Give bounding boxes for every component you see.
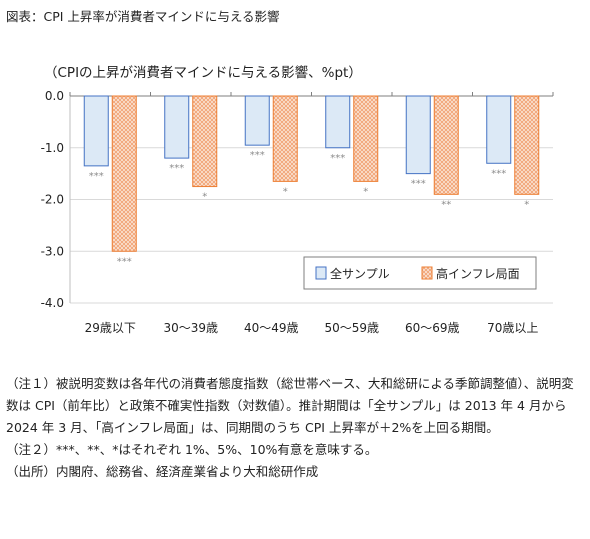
chart: （CPIの上昇が消費者マインドに与える影響、%pt） 0.0 -1.0 -2.0 -3…	[41, 64, 554, 335]
bar-high-inflation	[272, 95, 298, 182]
y-tick-label: -1.0	[41, 141, 64, 155]
significance-label: ***	[117, 256, 132, 267]
bar-all-sample	[486, 95, 512, 164]
significance-label: ***	[411, 179, 426, 190]
significance-label: ***	[169, 163, 184, 174]
significance-label: *	[283, 186, 288, 197]
bar-high-inflation	[353, 95, 379, 182]
x-tick-label: 70歳以上	[487, 321, 538, 335]
y-tick-label: 0.0	[45, 89, 64, 103]
y-tick-label: -2.0	[41, 193, 64, 207]
note-1: （注１）被説明変数は各年代の消費者態度指数（総世帯ベース、大和総研による季節調整…	[6, 376, 574, 435]
y-tick-label: -3.0	[41, 244, 64, 258]
bar-chart-svg: （CPIの上昇が消費者マインドに与える影響、%pt） 0.0 -1.0 -2.0 -3…	[41, 64, 554, 335]
bar-all-sample	[164, 95, 190, 159]
significance-label: ***	[89, 171, 104, 182]
significance-label: *	[363, 186, 368, 197]
legend-swatch-all-sample	[315, 266, 327, 280]
significance-label: ***	[491, 168, 506, 179]
bar-high-inflation	[433, 95, 459, 195]
x-tick-label: 30～39歳	[163, 321, 218, 335]
x-tick-label: 50～59歳	[324, 321, 379, 335]
note-source: （出所）内閣府、総務省、経済産業省より大和総研作成	[6, 464, 319, 479]
significance-label: *	[202, 192, 207, 203]
chart-title: （CPIの上昇が消費者マインドに与える影響、%pt）	[44, 64, 362, 81]
significance-label: ***	[330, 153, 345, 164]
bar-all-sample	[325, 95, 351, 149]
x-tick-label: 29歳以下	[85, 321, 136, 335]
significance-label: *	[524, 199, 529, 210]
legend-label-all-sample: 全サンプル	[330, 266, 390, 281]
bar-all-sample	[244, 95, 270, 146]
bar-high-inflation	[111, 95, 137, 252]
x-tick-label: 60～69歳	[405, 321, 460, 335]
bar-high-inflation	[192, 95, 218, 188]
legend-label-high-inflation: 高インフレ局面	[436, 266, 520, 281]
notes: （注１）被説明変数は各年代の消費者態度指数（総世帯ベース、大和総研による季節調整…	[6, 373, 584, 483]
x-tick-label: 40～49歳	[244, 321, 299, 335]
bar-all-sample	[405, 95, 431, 175]
significance-label: ***	[250, 150, 265, 161]
bar-all-sample	[83, 95, 109, 167]
legend-box	[303, 256, 537, 290]
legend-swatch-high-inflation	[421, 266, 433, 280]
y-tick-label: -4.0	[41, 296, 64, 310]
figure-title: 図表：CPI 上昇率が消費者マインドに与える影響	[6, 9, 280, 24]
bar-high-inflation	[514, 95, 540, 195]
note-2: （注２）***、**、*はそれぞれ 1%、5%、10%有意を意味する。	[6, 442, 378, 457]
significance-label: **	[441, 199, 451, 210]
